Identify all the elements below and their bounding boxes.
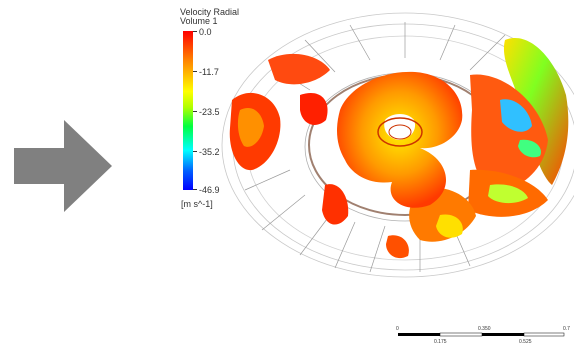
hub-core (384, 114, 416, 140)
scale-label: 0.350 (478, 326, 491, 332)
legend-tick-label: -23.5 (199, 107, 220, 117)
shaft-ring-2 (388, 124, 412, 140)
scale-label: 0.7 (563, 326, 570, 332)
legend-tick-label: -35.2 (199, 147, 220, 157)
legend-unit: [m s^-1] (181, 199, 213, 209)
legend-title: Velocity Radial Volume 1 (180, 8, 239, 26)
scale-label: 0.525 (519, 339, 532, 345)
flow-regions (229, 38, 569, 259)
impeller-velocity-render (221, 12, 574, 278)
legend-title-line1: Velocity Radial (180, 7, 240, 17)
scale-bar (398, 332, 565, 337)
legend-tick-mark (193, 189, 197, 190)
legend-tick-label: 0.0 (199, 27, 212, 37)
legend-tick-label: -46.9 (199, 185, 220, 195)
legend-tick-mark (193, 31, 197, 32)
legend-tick-mark (193, 111, 197, 112)
legend-tick-mark (193, 71, 197, 72)
color-scale-bar (183, 31, 193, 190)
legend-title-line2: Volume 1 (180, 16, 218, 26)
scale-label: 0 (396, 326, 399, 332)
legend-tick-mark (193, 151, 197, 152)
legend-tick-label: -11.7 (199, 67, 219, 77)
scale-label: 0.175 (434, 339, 447, 345)
right-arrow-icon (14, 120, 112, 212)
shaft-ring (377, 117, 423, 147)
